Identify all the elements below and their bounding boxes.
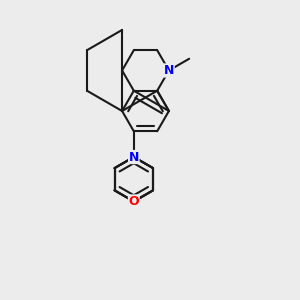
- Text: N: N: [129, 151, 139, 164]
- Text: N: N: [164, 64, 174, 77]
- Text: O: O: [128, 195, 139, 208]
